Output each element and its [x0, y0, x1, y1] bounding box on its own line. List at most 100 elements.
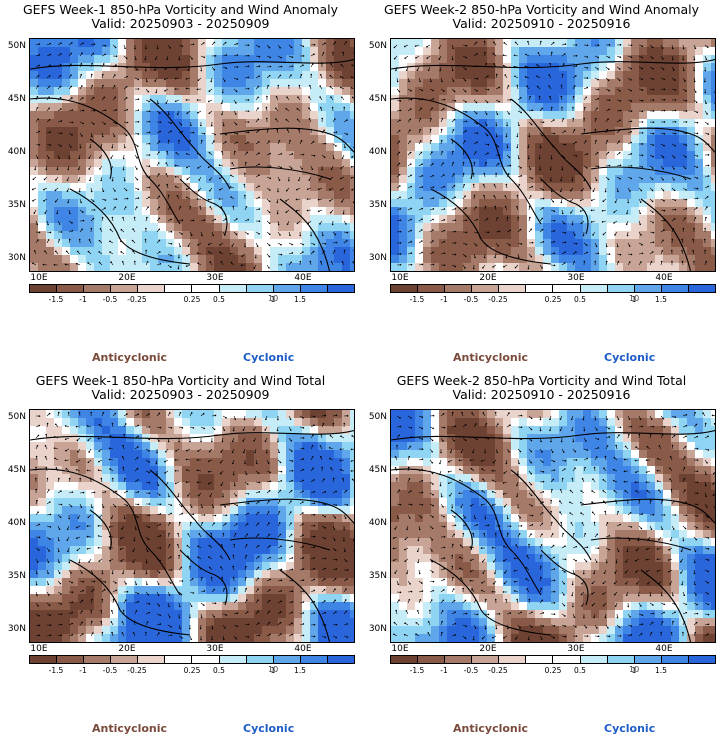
vorticity-cell: [286, 271, 295, 272]
vorticity-cell: [190, 247, 199, 256]
vorticity-cell: [46, 255, 55, 264]
vorticity-cell: [46, 127, 55, 136]
vorticity-cell: [278, 63, 287, 72]
cyclonic-label: Cyclonic: [243, 351, 295, 364]
wind-arrow-head: [122, 157, 125, 160]
vorticity-cell: [479, 247, 488, 256]
wind-arrow-head: [464, 140, 466, 142]
vorticity-cell: [302, 143, 311, 152]
wind-arrow-head: [225, 133, 227, 136]
wind-arrow-head: [443, 219, 446, 221]
wind-arrow-head: [561, 106, 563, 109]
vorticity-cell: [174, 143, 183, 152]
wind-arrow-head: [705, 58, 708, 61]
vorticity-cell: [671, 135, 680, 144]
vorticity-cell: [447, 239, 456, 248]
vorticity-cell: [134, 111, 143, 120]
vorticity-cell: [310, 47, 319, 56]
wind-arrow-head: [126, 108, 129, 111]
vorticity-cell: [286, 135, 295, 144]
vorticity-cell: [238, 71, 247, 80]
wind-arrow-head: [486, 217, 489, 220]
vorticity-cell: [342, 207, 351, 216]
vorticity-cell: [607, 127, 616, 136]
vorticity-cell: [495, 231, 504, 240]
vorticity-cell: [455, 127, 464, 136]
wind-arrow: [714, 102, 715, 104]
vorticity-cell: [687, 191, 696, 200]
vorticity-cell: [439, 247, 448, 256]
vorticity-cell: [46, 231, 55, 240]
vorticity-cell: [158, 271, 167, 272]
vorticity-cell: [214, 231, 223, 240]
vorticity-cell: [294, 207, 303, 216]
vorticity-cell: [38, 231, 47, 240]
vorticity-cell: [703, 191, 712, 200]
vorticity-cell: [54, 255, 63, 264]
vorticity-cell: [78, 199, 87, 208]
vorticity-cell: [623, 143, 632, 152]
vorticity-cell: [455, 215, 464, 224]
vorticity-cell: [551, 167, 560, 176]
vorticity-cell: [230, 199, 239, 208]
vorticity-cell: [415, 143, 424, 152]
vorticity-cell: [711, 95, 715, 104]
wind-arrow-head: [595, 117, 597, 120]
vorticity-cell: [190, 63, 199, 72]
wind-arrow-head: [582, 234, 585, 237]
vorticity-cell: [543, 255, 552, 264]
vorticity-cell: [270, 151, 279, 160]
vorticity-cell: [647, 231, 656, 240]
wind-arrow-head: [508, 112, 510, 115]
vorticity-cell: [262, 47, 271, 56]
vorticity-cell: [639, 39, 648, 48]
vorticity-cell: [519, 255, 528, 264]
wind-arrow-head: [409, 118, 412, 121]
wind-arrow-head: [619, 109, 622, 112]
vorticity-cell: [615, 151, 624, 160]
vorticity-cell: [262, 263, 271, 271]
vorticity-cell: [431, 71, 440, 80]
vorticity-cell: [431, 119, 440, 128]
wind-arrow-head: [187, 69, 190, 71]
wind-arrow-head: [307, 222, 310, 225]
vorticity-cell: [206, 143, 215, 152]
vorticity-cell: [30, 55, 39, 64]
wind-arrow-head: [258, 75, 260, 78]
wind-arrow-head: [681, 238, 684, 241]
vorticity-cell: [102, 247, 111, 256]
vorticity-cell: [663, 103, 672, 112]
wind-arrow-head: [531, 109, 534, 112]
vorticity-cell: [134, 175, 143, 184]
vorticity-cell: [447, 151, 456, 160]
wind-arrow-head: [136, 145, 139, 147]
wind-arrow-head: [410, 240, 413, 243]
wind-arrow-head: [514, 75, 516, 78]
wind-arrow-head: [343, 249, 346, 252]
wind-arrow-head: [60, 132, 63, 135]
vorticity-cell: [278, 191, 287, 200]
vorticity-cell: [350, 159, 354, 168]
vorticity-cell: [695, 71, 704, 80]
wind-arrow-head: [641, 132, 644, 134]
vorticity-cell: [158, 87, 167, 96]
vorticity-cell: [607, 223, 616, 232]
vorticity-cell: [350, 239, 354, 248]
vorticity-cell: [415, 263, 424, 271]
vorticity-cell: [62, 207, 71, 216]
wind-arrow-head: [651, 189, 654, 192]
vorticity-cell: [270, 207, 279, 216]
vorticity-cell: [655, 199, 664, 208]
wind-arrow-head: [345, 240, 348, 242]
vorticity-cell: [463, 103, 472, 112]
wind-arrow-head: [616, 245, 619, 248]
vorticity-cell: [575, 191, 584, 200]
wind-arrow-head: [652, 241, 655, 244]
vorticity-cell: [350, 95, 354, 104]
wind-arrow-head: [247, 110, 250, 112]
vorticity-cell: [246, 223, 255, 232]
vorticity-cell: [150, 39, 159, 48]
vorticity-cell: [198, 111, 207, 120]
vorticity-cell: [150, 143, 159, 152]
wind-arrow-head: [504, 195, 507, 197]
